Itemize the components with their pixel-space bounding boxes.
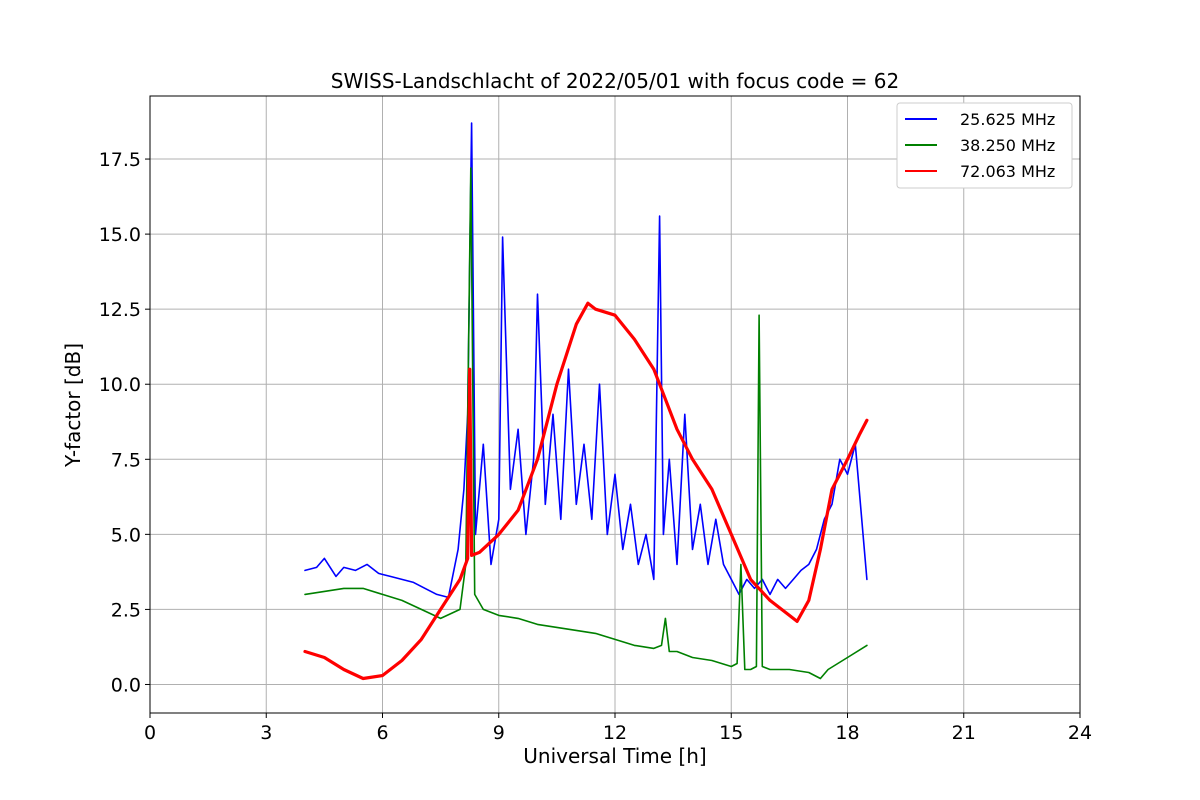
- y-tick-label: 10.0: [99, 374, 141, 396]
- y-axis: 0.0 2.5 5.0 7.5 10.0 12.5 15.0 17.5: [99, 149, 150, 696]
- x-tick-label: 6: [376, 722, 388, 744]
- x-tick-label: 21: [952, 722, 976, 744]
- x-axis: 0 3 6 9 12 15 18 21 24: [144, 713, 1092, 744]
- legend: 25.625 MHz 38.250 MHz 72.063 MHz: [896, 102, 1073, 189]
- legend-label: 72.063 MHz: [960, 162, 1055, 181]
- grid: [149, 96, 1081, 713]
- x-tick-label: 18: [835, 722, 859, 744]
- series-layer: [303, 122, 869, 681]
- legend-label: 38.250 MHz: [960, 136, 1055, 155]
- x-tick-label: 24: [1068, 722, 1092, 744]
- y-tick-label: 7.5: [111, 449, 141, 471]
- series-line-3: [303, 301, 869, 681]
- legend-label: 25.625 MHz: [960, 110, 1055, 129]
- x-tick-label: 15: [719, 722, 743, 744]
- x-axis-label: Universal Time [h]: [523, 744, 706, 768]
- x-tick-label: 12: [603, 722, 627, 744]
- y-tick-label: 2.5: [111, 599, 141, 621]
- x-tick-label: 9: [493, 722, 505, 744]
- series-line-1: [304, 122, 868, 599]
- legend-box: [896, 102, 1073, 189]
- y-tick-label: 17.5: [99, 149, 141, 171]
- y-tick-label: 12.5: [99, 299, 141, 321]
- y-tick-label: 0.0: [111, 674, 141, 696]
- y-tick-label: 5.0: [111, 524, 141, 546]
- chart-title: SWISS-Landschlacht of 2022/05/01 with fo…: [331, 69, 899, 93]
- y-axis-label: Y-factor [dB]: [61, 343, 85, 468]
- series-line-2: [304, 167, 868, 680]
- y-tick-label: 15.0: [99, 224, 141, 246]
- x-tick-label: 3: [260, 722, 272, 744]
- x-tick-label: 0: [144, 722, 156, 744]
